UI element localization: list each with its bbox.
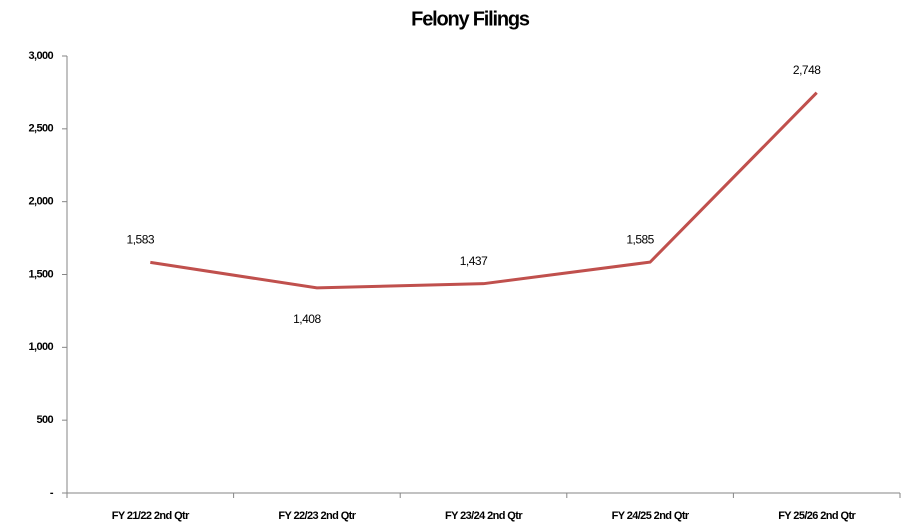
y-tick-label: 1,500 xyxy=(28,268,53,280)
data-label: 1,583 xyxy=(127,233,155,247)
y-tick-label: 2,000 xyxy=(28,196,53,208)
data-label: 1,585 xyxy=(626,232,654,246)
x-tick-label: FY 24/25 2nd Qtr xyxy=(612,510,690,522)
x-tick-label: FY 22/23 2nd Qtr xyxy=(278,510,356,522)
data-label: 1,408 xyxy=(293,312,321,326)
y-tick-label: - xyxy=(50,487,54,499)
y-tick-label: 2,500 xyxy=(28,123,53,135)
data-label: 2,748 xyxy=(793,63,821,77)
x-tick-label: FY 23/24 2nd Qtr xyxy=(445,510,523,522)
y-tick-label: 3,000 xyxy=(28,50,53,62)
data-label: 1,437 xyxy=(460,254,488,268)
x-tick-label: FY 21/22 2nd Qtr xyxy=(112,510,190,522)
y-tick-label: 1,000 xyxy=(28,341,53,353)
x-tick-label: FY 25/26 2nd Qtr xyxy=(778,510,856,522)
y-tick-label: 500 xyxy=(36,414,53,426)
line-series xyxy=(150,91,818,290)
chart-title: Felony Filings xyxy=(411,8,530,30)
